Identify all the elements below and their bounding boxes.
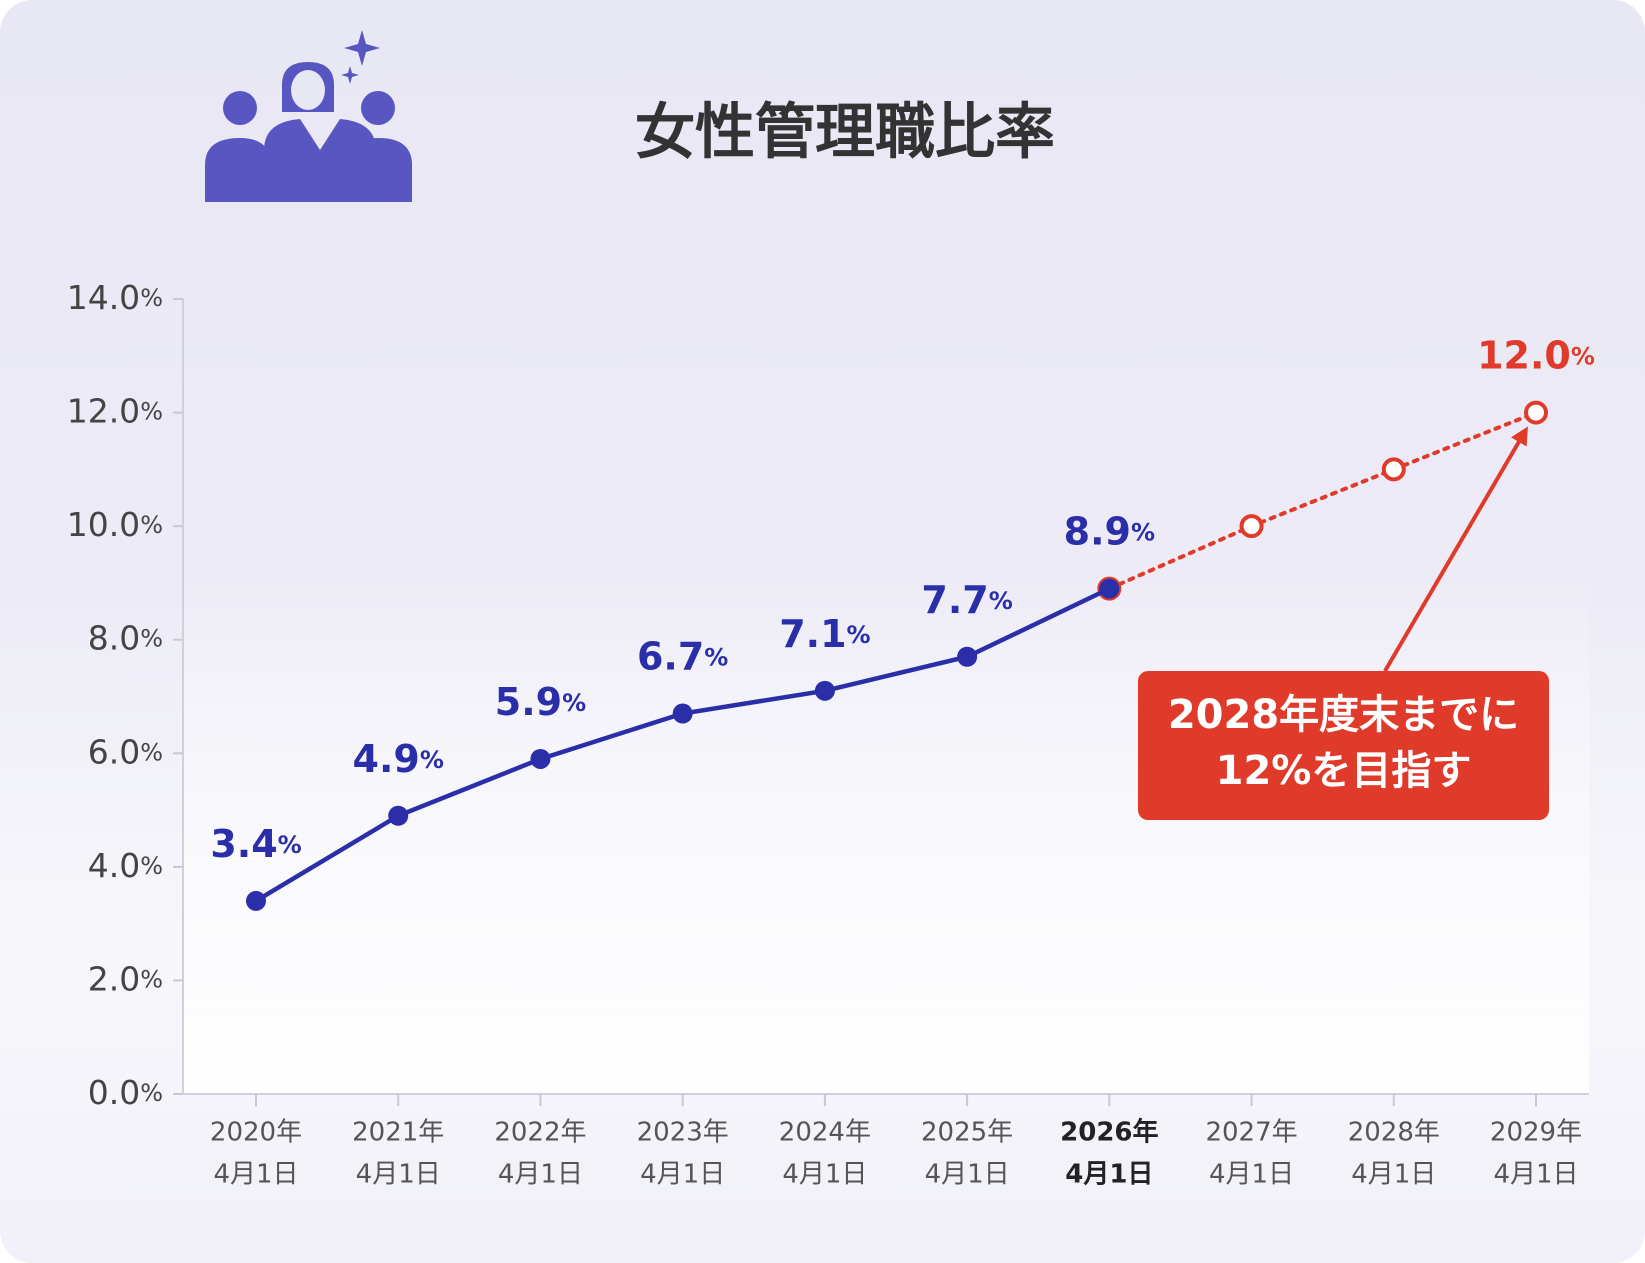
x-tick-label: 4月1日 bbox=[925, 1160, 1010, 1190]
marker bbox=[1381, 457, 1406, 482]
y-tick-label: 6.0% bbox=[88, 732, 163, 771]
annotation-arrowhead bbox=[1511, 426, 1528, 447]
x-tick-label: 4月1日 bbox=[1065, 1160, 1153, 1190]
x-tick-label: 2027年 bbox=[1205, 1118, 1297, 1148]
marker bbox=[1524, 400, 1548, 425]
y-tick-label: 14.0% bbox=[67, 278, 163, 317]
value-label: 5.9% bbox=[495, 679, 586, 723]
icon bbox=[205, 30, 412, 202]
annotation-arrow bbox=[1383, 434, 1525, 673]
x-tick-label: 4月1日 bbox=[640, 1160, 725, 1190]
x-tick-label: 4月1日 bbox=[1493, 1160, 1578, 1190]
x-tick-label: 2024年 bbox=[779, 1118, 871, 1148]
value-label: 4.9% bbox=[353, 736, 444, 780]
y-tick-label: 8.0% bbox=[88, 618, 163, 657]
y-tick-label: 0.0% bbox=[88, 1073, 163, 1112]
y-tick-label: 10.0% bbox=[67, 505, 163, 544]
y-tick-label: 2.0% bbox=[88, 959, 163, 998]
x-tick-label: 2020年 bbox=[210, 1118, 302, 1148]
x-tick-label: 2028年 bbox=[1348, 1118, 1440, 1148]
marker bbox=[672, 703, 693, 724]
value-label: 6.7% bbox=[637, 634, 728, 678]
marker bbox=[388, 805, 409, 826]
marker bbox=[1099, 578, 1120, 599]
x-tick-label: 2023年 bbox=[637, 1118, 729, 1148]
y-tick-label: 12.0% bbox=[67, 391, 163, 430]
x-tick-label: 2029年 bbox=[1490, 1118, 1582, 1148]
x-tick-label: 4月1日 bbox=[498, 1160, 583, 1190]
marker bbox=[530, 748, 551, 769]
marker bbox=[814, 680, 835, 701]
x-tick-label: 4月1日 bbox=[1209, 1160, 1294, 1190]
value-label: 3.4% bbox=[210, 821, 301, 865]
plot-fade bbox=[183, 560, 1589, 1094]
x-tick-label: 4月1日 bbox=[213, 1160, 298, 1190]
value-label: 7.1% bbox=[779, 611, 870, 655]
x-tick-label: 2026年 bbox=[1060, 1117, 1158, 1148]
annotation-box bbox=[1138, 671, 1549, 820]
series-line bbox=[1107, 410, 1538, 591]
chart-title: 女性管理職比率 bbox=[635, 98, 1055, 168]
x-tick-label: 2022年 bbox=[494, 1118, 586, 1148]
x-tick-label: 4月1日 bbox=[356, 1160, 441, 1190]
x-tick-label: 4月1日 bbox=[782, 1160, 867, 1190]
value-label: 7.7% bbox=[921, 577, 1012, 621]
marker bbox=[246, 890, 266, 911]
annotation-text: 12%を目指す bbox=[1216, 748, 1472, 794]
y-tick-label: 4.0% bbox=[88, 845, 163, 884]
x-tick-label: 4月1日 bbox=[1351, 1160, 1436, 1190]
value-label: 8.9% bbox=[1064, 509, 1155, 553]
x-tick-label: 2025年 bbox=[921, 1118, 1013, 1148]
x-tick-label: 2021年 bbox=[352, 1118, 444, 1148]
annotation-text: 2028年度末までに bbox=[1168, 692, 1519, 738]
marker bbox=[957, 646, 978, 667]
value-label: 12.0% bbox=[1477, 333, 1595, 377]
marker bbox=[1239, 514, 1264, 539]
